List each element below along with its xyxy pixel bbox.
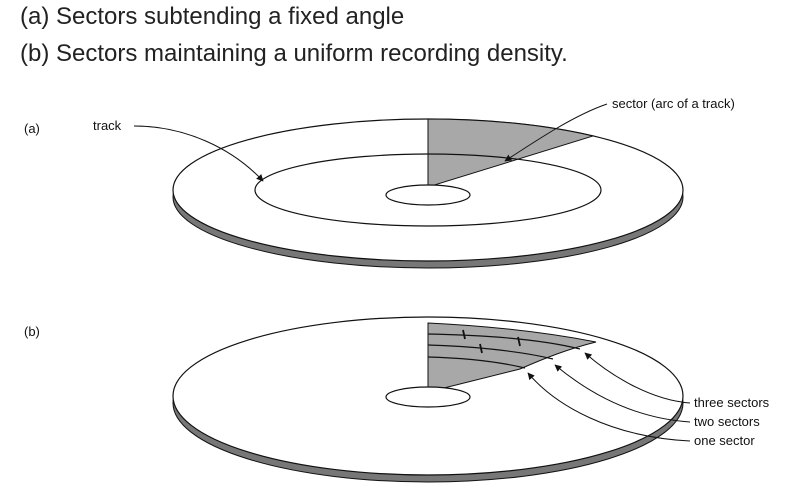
- disk-b-spindle-hole: [385, 386, 471, 408]
- sector-divider-outer-2: [517, 336, 521, 347]
- disk-a-track: [254, 153, 602, 227]
- panel-b: (b) three sectors two sectors one sector: [24, 316, 770, 483]
- disk-a-spindle-hole: [385, 184, 471, 206]
- three-sectors-arrow: [584, 352, 691, 404]
- panel-a: (a) track sector (arc of a track): [24, 96, 735, 269]
- two-sectors-label: two sectors: [694, 414, 760, 429]
- middle-track: [427, 344, 554, 360]
- uniform-density-zone: [427, 322, 597, 393]
- one-sector-label: one sector: [694, 433, 755, 448]
- sector-label: sector (arc of a track): [612, 96, 735, 111]
- heading-line-a: (a) Sectors subtending a fixed angle: [20, 3, 405, 30]
- disk-a: [172, 118, 684, 269]
- three-sectors-label: three sectors: [694, 395, 770, 410]
- inner-track: [427, 356, 526, 369]
- disk-b: [172, 316, 684, 483]
- fixed-angle-sector: [427, 118, 595, 188]
- two-sectors-arrow: [554, 364, 691, 423]
- one-sector-arrow: [527, 372, 691, 442]
- panel-a-label: (a): [24, 121, 40, 136]
- panel-b-label: (b): [24, 324, 40, 339]
- outer-track: [427, 333, 581, 350]
- sector-arrow: [504, 103, 608, 162]
- track-label: track: [93, 118, 122, 133]
- heading-line-b: (b) Sectors maintaining a uniform record…: [20, 40, 568, 67]
- sector-divider-outer-1: [462, 329, 466, 340]
- track-arrow: [133, 125, 264, 182]
- sector-divider-middle: [479, 343, 483, 354]
